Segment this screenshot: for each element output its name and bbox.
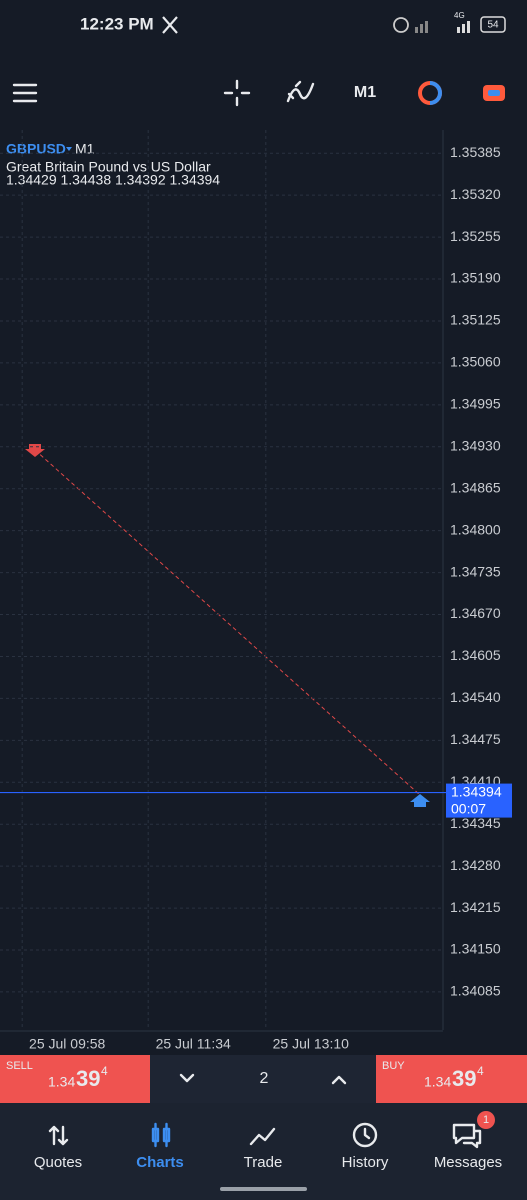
volume-up[interactable] <box>331 1075 347 1085</box>
buy-button[interactable] <box>376 1055 527 1103</box>
y-tick-label: 1.35060 <box>450 354 501 370</box>
y-tick-label: 1.35125 <box>450 312 501 328</box>
sell-button[interactable] <box>0 1055 150 1103</box>
y-tick-label: 1.34280 <box>450 857 501 873</box>
battery-level: 54 <box>487 20 499 31</box>
y-tick-label: 1.34865 <box>450 479 501 495</box>
chart-ohlc: 1.34429 1.34438 1.34392 1.34394 <box>6 172 220 188</box>
trade-icon <box>249 1127 276 1146</box>
volume[interactable]: 2 <box>260 1070 269 1087</box>
y-tick-label: 1.34670 <box>450 605 501 621</box>
y-tick-label: 1.35255 <box>450 228 501 244</box>
nav-tab[interactable]: Quotes <box>34 1154 82 1171</box>
sell-price-prefix: 1.34 <box>48 1074 75 1090</box>
nav-tab[interactable]: Trade <box>244 1154 283 1171</box>
signal-icons <box>415 21 470 33</box>
y-tick-label: 1.34085 <box>450 983 501 999</box>
y-tick-label: 1.34800 <box>450 521 501 537</box>
sell-price-sup: 4 <box>101 1064 108 1078</box>
battery-icon <box>480 16 506 33</box>
chart-symbol[interactable]: GBPUSD <box>6 141 66 157</box>
objects-button[interactable] <box>418 81 442 105</box>
y-tick-label: 1.34150 <box>450 941 501 957</box>
nav-tab[interactable]: Charts <box>136 1154 184 1171</box>
timeframe-button[interactable]: M1 <box>354 84 376 101</box>
alarm-icon <box>393 17 409 33</box>
menu-button[interactable] <box>12 83 38 103</box>
x-tick-label: 25 Jul 09:58 <box>29 1036 105 1052</box>
y-tick-label: 1.34345 <box>450 815 501 831</box>
y-tick-label: 1.35385 <box>450 144 501 160</box>
status-time: 12:23 PM <box>80 14 154 33</box>
x-tick-label: 25 Jul 11:34 <box>156 1036 231 1052</box>
symbol-dropdown[interactable] <box>66 147 72 151</box>
trade-history-line <box>34 449 421 796</box>
bar-countdown: 00:07 <box>451 800 486 816</box>
trade-button[interactable] <box>483 85 505 101</box>
nav-tab[interactable]: History <box>342 1154 389 1171</box>
home-indicator <box>220 1187 307 1191</box>
y-tick-label: 1.34475 <box>450 731 501 747</box>
y-tick-label: 1.35320 <box>450 186 501 202</box>
buy-arrow <box>410 794 430 807</box>
sell-price-big: 39 <box>76 1066 100 1091</box>
chart-layer: 1.35385 1.35320 1.35255 1.35190 1.35125 1.350… <box>0 130 512 1052</box>
charts-icon <box>151 1122 171 1148</box>
message-badge <box>477 1111 495 1129</box>
y-tick-label: 1.34540 <box>450 689 501 705</box>
y-tick-label: 1.34995 <box>450 396 501 412</box>
chart-description: Great Britain Pound vs US Dollar <box>6 159 211 175</box>
y-tick-label: 1.34215 <box>450 899 501 915</box>
current-price-box <box>446 783 512 818</box>
y-tick-label: 1.34930 <box>450 437 501 453</box>
message-badge-count: 1 <box>483 1114 489 1126</box>
buy-price-big: 39 <box>452 1066 476 1091</box>
x-logo <box>162 16 178 34</box>
buy-price-sup: 4 <box>477 1064 484 1078</box>
chart-timeframe: M1 <box>75 141 95 157</box>
network-type: 4G <box>454 11 465 20</box>
buy-label: BUY <box>382 1060 405 1072</box>
x-tick-label: 25 Jul 13:10 <box>273 1036 349 1052</box>
sell-label: SELL <box>6 1060 33 1072</box>
y-tick-label: 1.34605 <box>450 647 501 663</box>
nav-tab[interactable]: Messages <box>434 1154 502 1171</box>
quotes-icon <box>48 1125 69 1146</box>
messages-icon <box>452 1123 482 1149</box>
indicators-button[interactable] <box>286 80 315 103</box>
history-icon <box>352 1122 378 1148</box>
current-price-label: 1.34394 <box>451 783 502 799</box>
buy-price-prefix: 1.34 <box>424 1074 451 1090</box>
bottom-nav <box>0 1103 527 1200</box>
volume-down[interactable] <box>179 1073 195 1083</box>
y-tick-label: 1.34735 <box>450 563 501 579</box>
y-tick-label: 1.35190 <box>450 270 501 286</box>
crosshair-button[interactable] <box>223 79 251 107</box>
